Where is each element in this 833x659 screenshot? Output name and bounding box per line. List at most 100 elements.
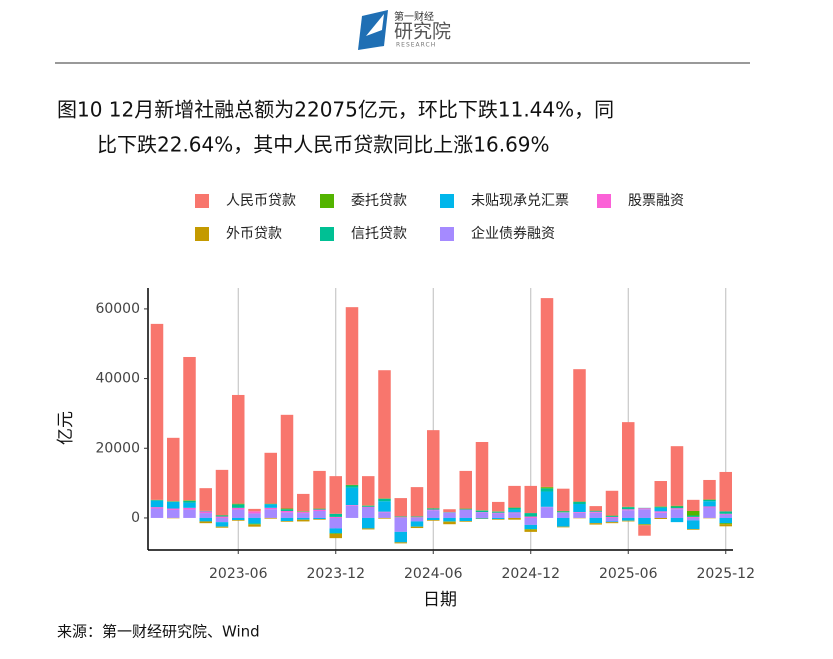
bar-segment: [475, 512, 489, 518]
title-line: 比下跌22.64%，其中人民币贷款同比上涨16.69%: [97, 133, 550, 157]
bar-segment: [215, 522, 229, 527]
bar-segment: [622, 517, 635, 521]
bar-segment: [540, 298, 554, 487]
bar-segment: [557, 512, 570, 518]
bar-segment: [394, 498, 407, 517]
bar-segment: [183, 509, 196, 518]
y-tick-label: 20000: [95, 440, 140, 456]
bar-segment: [378, 370, 391, 499]
bar-segment: [687, 499, 700, 511]
legend-label: 人民币贷款: [226, 193, 296, 209]
bar-segment: [313, 517, 326, 519]
bar-segment: [232, 507, 245, 510]
bar-segment: [557, 511, 570, 513]
legend-swatch: [195, 227, 209, 241]
bar-segment: [427, 430, 440, 509]
bar-segment: [524, 517, 537, 525]
bar-segment: [167, 508, 180, 510]
bar-segment: [362, 517, 375, 529]
bar-segment: [443, 517, 456, 522]
bar-segment: [459, 508, 472, 510]
bar-segment: [605, 521, 619, 523]
bar-segment: [410, 521, 424, 527]
bar-segment: [427, 517, 440, 521]
bar-segment: [638, 509, 651, 518]
bar-segment: [703, 499, 716, 502]
x-tick-label: 2024-06: [404, 566, 463, 582]
x-tick-label: 2024-12: [502, 566, 561, 582]
bar-segment: [313, 510, 326, 518]
bar-segment: [687, 517, 700, 521]
bar-segment: [654, 506, 667, 508]
bar-segment: [215, 526, 229, 528]
bar-segment: [622, 507, 635, 510]
bar-segment: [589, 523, 602, 525]
bar-segment: [248, 513, 261, 518]
bar-segment: [297, 513, 310, 518]
bar-segment: [378, 501, 391, 512]
legend-label: 委托贷款: [351, 193, 407, 209]
bar-segment: [654, 517, 667, 519]
bar-segment: [459, 509, 472, 518]
logo-top: 第一财经: [394, 10, 434, 23]
bar-segment: [215, 515, 229, 517]
bar-segment: [410, 517, 424, 522]
bar-segment: [605, 516, 619, 518]
bar-segment: [687, 516, 700, 518]
bar-segment: [183, 502, 196, 508]
bar-segment: [557, 488, 570, 511]
bar-segment: [329, 533, 342, 534]
bar-segment: [492, 513, 505, 518]
bar-segment: [264, 452, 277, 504]
bar-segment: [492, 511, 505, 513]
bar-segment: [264, 504, 277, 508]
bar-segment: [345, 487, 359, 506]
bar-segment: [183, 507, 196, 510]
bar-segment: [378, 498, 391, 502]
bar-segment: [622, 510, 635, 518]
bar-segment: [427, 520, 440, 521]
legend-label: 股票融资: [628, 193, 684, 209]
bar-segment: [410, 517, 424, 518]
bar-segment: [524, 524, 537, 530]
bar-segment: [329, 528, 342, 534]
bar-segment: [719, 514, 732, 518]
bar-segment: [427, 510, 440, 518]
bar-segment: [215, 516, 229, 518]
logo-main: 研究院: [394, 21, 451, 43]
y-tick-label: 0: [131, 510, 140, 526]
bar-segment: [670, 506, 684, 509]
bar-segment: [638, 508, 651, 510]
bar-segment: [622, 422, 635, 507]
bar-segment: [719, 471, 732, 512]
bar-segment: [459, 517, 472, 522]
bar-segment: [703, 501, 716, 507]
bar-segment: [183, 500, 196, 503]
bar-segment: [280, 512, 294, 518]
bar-segment: [297, 519, 310, 522]
bar-segment: [670, 508, 684, 510]
bar-segment: [687, 529, 700, 530]
bar-segment: [199, 513, 212, 518]
bar-segment: [345, 307, 359, 485]
source: 来源：第一财经研究院、Wind: [57, 623, 260, 641]
bar-segment: [508, 513, 521, 518]
bar-segment: [540, 488, 554, 492]
bar-segment: [215, 469, 229, 516]
bar-segment: [443, 512, 456, 518]
bar-segment: [313, 508, 326, 510]
bar-segment: [638, 525, 651, 536]
bar-segment: [638, 517, 651, 525]
bar-segment: [670, 446, 684, 506]
bar-segment: [394, 542, 407, 544]
bar-segment: [248, 517, 261, 524]
x-tick-label: 2025-06: [599, 566, 658, 582]
bar-segment: [427, 509, 440, 511]
bar-segment: [719, 517, 732, 524]
bar-segment: [394, 516, 407, 518]
bar-segment: [232, 509, 245, 518]
bar-segment: [167, 509, 180, 518]
bar-segment: [654, 511, 667, 513]
bar-segment: [427, 508, 440, 510]
